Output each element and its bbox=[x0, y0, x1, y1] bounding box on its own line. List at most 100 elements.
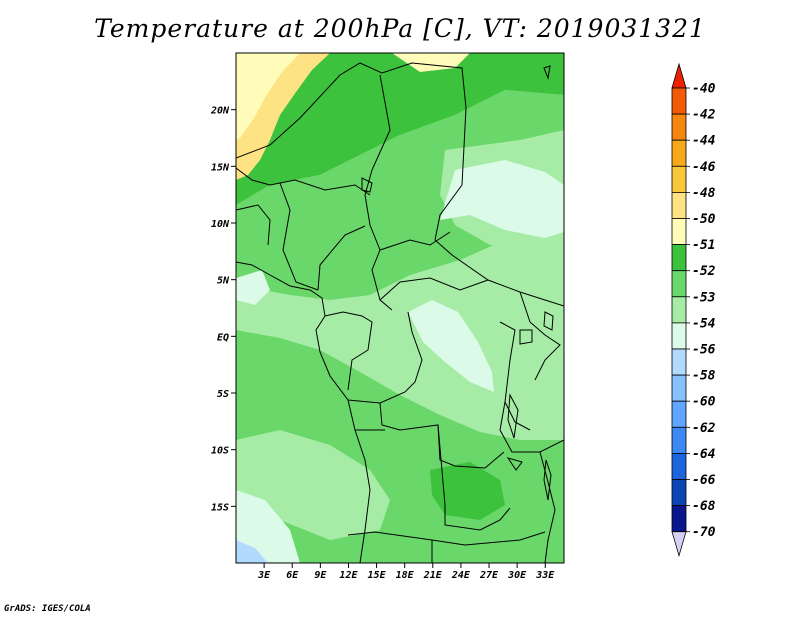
colorbar-swatch bbox=[671, 191, 687, 219]
lon-tick-label: 33E bbox=[535, 570, 555, 581]
colorbar-label: -52 bbox=[692, 264, 716, 279]
shade-band-52 bbox=[236, 53, 564, 205]
colorbar-label: -53 bbox=[692, 290, 716, 305]
border-line bbox=[539, 451, 556, 563]
lake-outline bbox=[506, 457, 523, 471]
country-borders bbox=[236, 62, 564, 563]
lon-tick-label: 12E bbox=[339, 570, 358, 581]
lon-tick-label: 18E bbox=[396, 570, 415, 581]
lake-outline bbox=[361, 177, 373, 193]
border-line bbox=[317, 225, 366, 291]
lon-tick-label: 6E bbox=[286, 570, 299, 581]
border-line bbox=[324, 311, 373, 391]
lake-outline bbox=[519, 329, 533, 345]
border-line bbox=[504, 401, 531, 431]
border-line bbox=[364, 74, 393, 311]
colorbar-label: -54 bbox=[692, 316, 716, 331]
colorbar-swatch bbox=[671, 426, 687, 454]
border-line bbox=[437, 424, 511, 531]
border-line bbox=[499, 321, 564, 453]
colorbar-swatch bbox=[671, 505, 687, 533]
border-line bbox=[279, 182, 319, 291]
colorbar-label: -51 bbox=[692, 238, 715, 253]
colorbar-swatch bbox=[671, 479, 687, 507]
colorbar-swatch bbox=[671, 218, 687, 246]
border-line bbox=[236, 204, 271, 246]
lat-tick-label: 20N bbox=[210, 106, 230, 117]
colorbar-label: -70 bbox=[692, 525, 716, 540]
lon-tick-label: 9E bbox=[314, 570, 327, 581]
lat-tick-label: 5N bbox=[217, 276, 230, 287]
colorbar-swatch bbox=[671, 296, 687, 324]
lon-tick-label: 3E bbox=[257, 570, 271, 581]
colorbar-swatch bbox=[671, 87, 687, 115]
colorbar-label: -64 bbox=[692, 447, 716, 462]
colorbar-label: -42 bbox=[692, 108, 716, 123]
lon-tick-label: 27E bbox=[479, 570, 499, 581]
lon-tick-label: 15E bbox=[368, 570, 387, 581]
lat-tick-label: 10N bbox=[211, 219, 230, 230]
colorbar-swatch bbox=[671, 322, 687, 350]
shade-band-56-sw bbox=[236, 540, 268, 563]
border-line bbox=[379, 277, 489, 301]
lat-tick-label: EQ bbox=[217, 332, 229, 343]
colorbar-swatch bbox=[671, 270, 687, 298]
colorbar-label: -66 bbox=[692, 473, 716, 488]
lon-tick-label: 30E bbox=[507, 570, 527, 581]
lat-tick-label: 10S bbox=[211, 446, 229, 457]
colorbar-swatch bbox=[671, 113, 687, 141]
grads-credit: GrADS: IGES/COLA bbox=[4, 604, 91, 614]
shade-band-52-south bbox=[430, 462, 505, 520]
colorbar: -40 -42 -44 -46 -48 -50 -51 -52 -53 -54 -56 -58 -60 -… bbox=[671, 62, 716, 558]
colorbar-swatch bbox=[671, 374, 687, 402]
lon-tick-label: 21E bbox=[423, 570, 443, 581]
colorbar-label: -62 bbox=[692, 421, 716, 436]
lat-tick-label: 15S bbox=[211, 502, 229, 513]
shade-band-54-west bbox=[236, 270, 270, 305]
colorbar-cap-top bbox=[671, 62, 687, 89]
colorbar-label: -44 bbox=[692, 134, 716, 149]
lake-outline bbox=[543, 311, 554, 331]
shade-band-54-east bbox=[440, 160, 564, 238]
longitude-axis: 3E 6E 9E 12E 15E 18E 21E 24E 27E 30E 33E bbox=[257, 563, 555, 581]
map-title: Temperature at 200hPa [C], VT: 201903132… bbox=[94, 14, 706, 43]
border-line bbox=[434, 107, 531, 323]
border-line bbox=[529, 321, 561, 381]
colorbar-cap-bottom bbox=[671, 531, 687, 558]
lake-outline bbox=[543, 459, 552, 501]
border-line bbox=[379, 402, 505, 469]
colorbar-label: -58 bbox=[692, 369, 716, 384]
border-line bbox=[519, 291, 564, 307]
lat-tick-label: 15N bbox=[211, 162, 230, 173]
border-line bbox=[379, 231, 451, 251]
shade-band-53-north bbox=[236, 90, 564, 300]
lake-outline bbox=[507, 393, 519, 439]
colorbar-label: -46 bbox=[692, 160, 716, 175]
colorbar-label: -50 bbox=[692, 212, 716, 227]
colorbar-label: -48 bbox=[692, 186, 716, 201]
border-line bbox=[236, 62, 467, 159]
shade-band-51 bbox=[236, 53, 300, 140]
shade-band-54-sw bbox=[236, 490, 300, 563]
colorbar-swatch bbox=[671, 348, 687, 376]
colorbar-swatch bbox=[671, 244, 687, 272]
border-line bbox=[236, 261, 371, 563]
colorbar-swatch bbox=[671, 452, 687, 480]
lon-tick-label: 24E bbox=[451, 570, 471, 581]
colorbar-label: -40 bbox=[692, 82, 716, 97]
latitude-axis: 20N 15N 10N 5N EQ 5S 10S 15S bbox=[210, 106, 236, 513]
colorbar-label: -68 bbox=[692, 499, 716, 514]
shade-band-54-central bbox=[408, 300, 494, 392]
lat-tick-label: 5S bbox=[217, 389, 229, 400]
map-frame bbox=[235, 52, 565, 564]
colorbar-swatch bbox=[671, 165, 687, 193]
border-line bbox=[236, 167, 371, 196]
colorbar-swatch bbox=[671, 139, 687, 167]
colorbar-label: -60 bbox=[692, 395, 716, 410]
colorbar-swatch bbox=[671, 400, 687, 428]
lake-outline bbox=[543, 65, 551, 80]
border-line bbox=[347, 531, 546, 546]
temperature-field bbox=[236, 53, 564, 563]
colorbar-label: -56 bbox=[692, 343, 716, 358]
